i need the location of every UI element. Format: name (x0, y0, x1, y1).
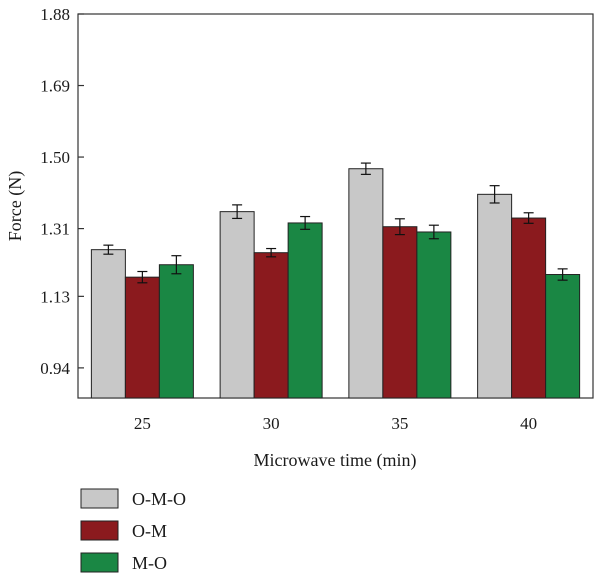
legend-swatch (80, 488, 119, 509)
error-bar (394, 218, 405, 236)
x-tick-label: 25 (134, 414, 151, 433)
y-tick-label: 1.31 (40, 220, 70, 239)
error-bar (523, 212, 534, 224)
error-bar (232, 204, 243, 220)
legend-label: O-M (132, 521, 167, 541)
y-tick-label: 1.69 (40, 77, 70, 96)
bars (90, 162, 581, 399)
y-axis: 0.94 1.13 1.31 1.50 1.69 1.88 (40, 5, 84, 378)
legend-label: M-O (132, 553, 167, 573)
x-tick-label: 30 (263, 414, 280, 433)
y-tick-label: 1.13 (40, 287, 70, 306)
bar-o-m-o-35 (348, 168, 384, 399)
error-bar (557, 268, 568, 281)
legend: O-M-O O-M M-O (80, 488, 186, 573)
error-bar (489, 185, 500, 204)
error-bar (360, 162, 371, 175)
error-bar (171, 255, 182, 275)
bar-m-o-30 (287, 222, 323, 399)
error-bar (300, 215, 311, 230)
bar-o-m-40 (511, 217, 547, 399)
bar-o-m-25 (124, 276, 160, 399)
error-bar (428, 224, 439, 240)
bar-o-m-o-25 (90, 249, 126, 399)
bar-m-o-35 (416, 231, 452, 399)
legend-label: O-M-O (132, 489, 186, 509)
x-tick-label: 35 (391, 414, 408, 433)
bar-o-m-o-40 (477, 193, 513, 399)
x-axis-title: Microwave time (min) (254, 450, 417, 471)
bar-m-o-40 (545, 274, 581, 399)
y-tick-label: 1.88 (40, 5, 70, 24)
bar-o-m-o-30 (219, 211, 255, 399)
legend-swatch (80, 552, 119, 573)
y-tick-label: 0.94 (40, 359, 70, 378)
y-tick-label: 1.50 (40, 148, 70, 167)
error-bar (103, 244, 114, 255)
bar-o-m-30 (253, 252, 289, 399)
error-bar (266, 247, 277, 258)
legend-swatch (80, 520, 119, 541)
error-bar (137, 270, 148, 284)
y-axis-title: Force (N) (5, 171, 26, 241)
plot-frame (77, 13, 594, 399)
x-tick-label: 40 (520, 414, 537, 433)
bar-m-o-25 (158, 264, 194, 399)
bar-o-m-35 (382, 226, 418, 399)
